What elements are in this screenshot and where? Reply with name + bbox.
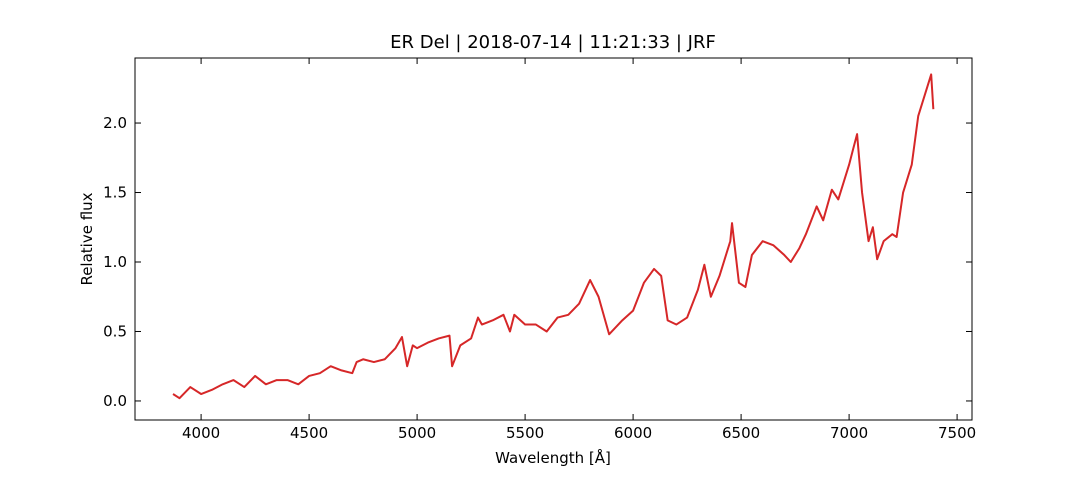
x-tick-label: 5000 xyxy=(398,424,436,442)
y-axis-label: Relative flux xyxy=(78,192,96,285)
x-tick-label: 6000 xyxy=(614,424,652,442)
spectrum-line xyxy=(172,73,935,400)
x-tick-label: 4500 xyxy=(290,424,328,442)
y-tick-label: 0.5 xyxy=(103,322,127,340)
x-tick-label: 6500 xyxy=(722,424,760,442)
x-axis-label: Wavelength [Å] xyxy=(495,448,611,467)
y-tick-label: 1.0 xyxy=(103,253,127,271)
plot-frame xyxy=(134,57,973,421)
y-tick-label: 1.5 xyxy=(103,184,127,202)
y-tick-label: 2.0 xyxy=(103,114,127,132)
chart-title: ER Del | 2018-07-14 | 11:21:33 | JRF xyxy=(390,32,716,53)
y-tick-label: 0.0 xyxy=(103,392,127,410)
x-tick-label: 5500 xyxy=(506,424,544,442)
x-tick-label: 7500 xyxy=(938,424,976,442)
x-tick-label: 7000 xyxy=(830,424,868,442)
x-tick-label: 4000 xyxy=(182,424,220,442)
